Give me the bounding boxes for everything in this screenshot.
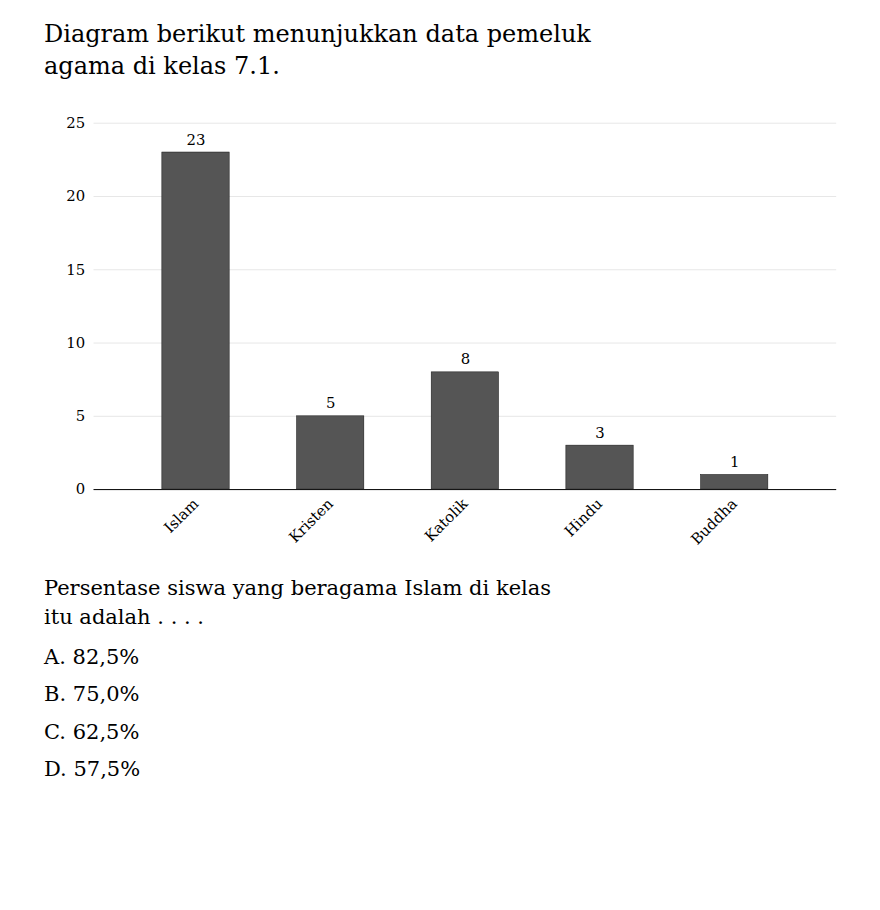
html-text:Persentase siswa yang beragama: Persentase siswa yang beragama Islam di … xyxy=(44,576,552,630)
svg-text:23: 23 xyxy=(187,130,206,148)
svg-text:8: 8 xyxy=(461,350,470,368)
svg-text:20: 20 xyxy=(66,187,85,205)
html-text:B. 75,0%: B. 75,0% xyxy=(44,682,140,707)
svg-text:15: 15 xyxy=(66,260,85,278)
html-text:Diagram berikut menunjukkan da: Diagram berikut menunjukkan data pemeluk… xyxy=(44,20,591,81)
svg-text:5: 5 xyxy=(76,407,85,425)
svg-text:10: 10 xyxy=(66,334,85,352)
html-text:C. 62,5%: C. 62,5% xyxy=(44,719,140,744)
svg-text:1: 1 xyxy=(730,453,739,471)
svg-text:0: 0 xyxy=(76,480,85,498)
svg-text:Hindu: Hindu xyxy=(561,494,607,540)
svg-text:Islam: Islam xyxy=(160,495,202,537)
svg-text:3: 3 xyxy=(595,423,604,441)
svg-text:Katolik: Katolik xyxy=(421,494,472,545)
html-text:A. 82,5%: A. 82,5% xyxy=(44,644,140,669)
svg-text:5: 5 xyxy=(326,394,335,412)
svg-text:25: 25 xyxy=(66,114,85,132)
svg-text:Kristen: Kristen xyxy=(285,494,337,546)
html-text:D. 57,5%: D. 57,5% xyxy=(44,757,141,781)
svg-text:Buddha: Buddha xyxy=(687,494,741,548)
